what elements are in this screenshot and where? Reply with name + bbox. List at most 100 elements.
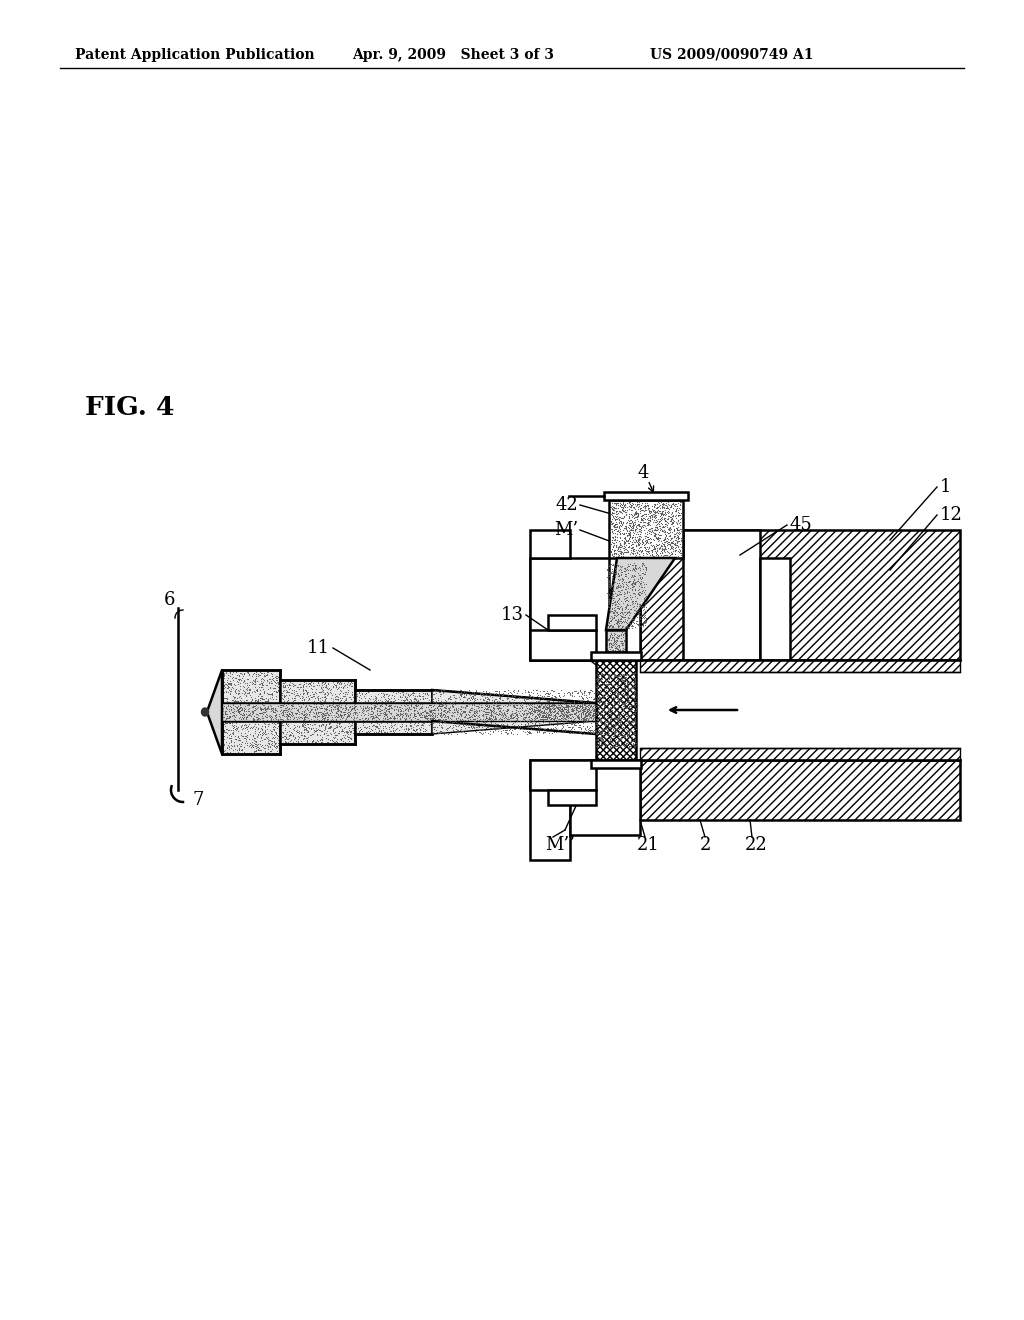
Point (219, 738, 236, 759)
Point (333, 719, 349, 741)
Point (583, 701, 599, 722)
Point (598, 677, 614, 698)
Point (312, 709, 329, 730)
Point (670, 500, 686, 521)
Point (607, 500, 624, 521)
Point (261, 719, 278, 741)
Point (276, 675, 293, 696)
Point (633, 597, 649, 618)
Point (622, 607, 638, 628)
Point (591, 702, 607, 723)
Point (344, 714, 360, 735)
Point (607, 523, 624, 544)
Point (670, 531, 686, 552)
Point (650, 524, 667, 545)
Point (261, 729, 278, 750)
Point (437, 705, 454, 726)
Point (442, 715, 459, 737)
Point (606, 706, 623, 727)
Point (609, 725, 626, 746)
Point (563, 705, 580, 726)
Point (607, 677, 624, 698)
Point (561, 708, 578, 729)
Point (626, 540, 642, 561)
Point (345, 705, 361, 726)
Point (333, 689, 349, 710)
Point (255, 672, 271, 693)
Point (611, 610, 628, 631)
Point (623, 615, 639, 636)
Point (612, 726, 629, 747)
Point (643, 535, 659, 556)
Point (259, 698, 275, 719)
Point (553, 696, 569, 717)
Point (224, 723, 241, 744)
Point (601, 673, 617, 694)
Point (353, 697, 370, 718)
Point (624, 701, 640, 722)
Point (618, 587, 635, 609)
Point (297, 697, 313, 718)
Point (581, 698, 597, 719)
Bar (222, 671, 280, 704)
Point (309, 706, 326, 727)
Point (607, 721, 624, 742)
Point (268, 680, 285, 701)
Point (575, 700, 592, 721)
Point (570, 705, 587, 726)
Point (607, 562, 624, 583)
Point (395, 702, 412, 723)
Point (568, 706, 585, 727)
Point (660, 523, 677, 544)
Point (625, 539, 641, 560)
Point (377, 689, 393, 710)
Point (559, 711, 575, 733)
Point (599, 704, 615, 725)
Point (598, 673, 614, 694)
Point (366, 689, 382, 710)
Point (549, 706, 565, 727)
Point (600, 711, 616, 733)
Point (450, 719, 466, 741)
Point (665, 494, 681, 515)
Point (384, 706, 400, 727)
Point (625, 677, 641, 698)
Point (219, 704, 236, 725)
Point (450, 697, 466, 718)
Point (624, 565, 640, 586)
Point (252, 682, 268, 704)
Point (279, 723, 295, 744)
Point (567, 711, 584, 733)
Point (610, 636, 627, 657)
Point (391, 705, 408, 726)
Point (337, 697, 353, 718)
Point (622, 524, 638, 545)
Point (373, 721, 389, 742)
Point (629, 595, 645, 616)
Point (570, 706, 587, 727)
Point (617, 601, 634, 622)
Point (488, 690, 505, 711)
Point (541, 718, 557, 739)
Point (606, 664, 623, 685)
Point (375, 715, 391, 737)
Point (432, 710, 449, 731)
Point (636, 573, 652, 594)
Point (564, 701, 581, 722)
Point (269, 734, 286, 755)
Point (539, 690, 555, 711)
Point (505, 694, 521, 715)
Point (433, 696, 450, 717)
Point (554, 719, 570, 741)
Point (452, 704, 468, 725)
Point (525, 682, 542, 704)
Point (344, 717, 360, 738)
Point (604, 565, 621, 586)
Point (254, 673, 270, 694)
Point (467, 701, 483, 722)
Point (612, 713, 629, 734)
Point (636, 515, 652, 536)
Point (387, 722, 403, 743)
Point (272, 694, 289, 715)
Point (625, 499, 641, 520)
